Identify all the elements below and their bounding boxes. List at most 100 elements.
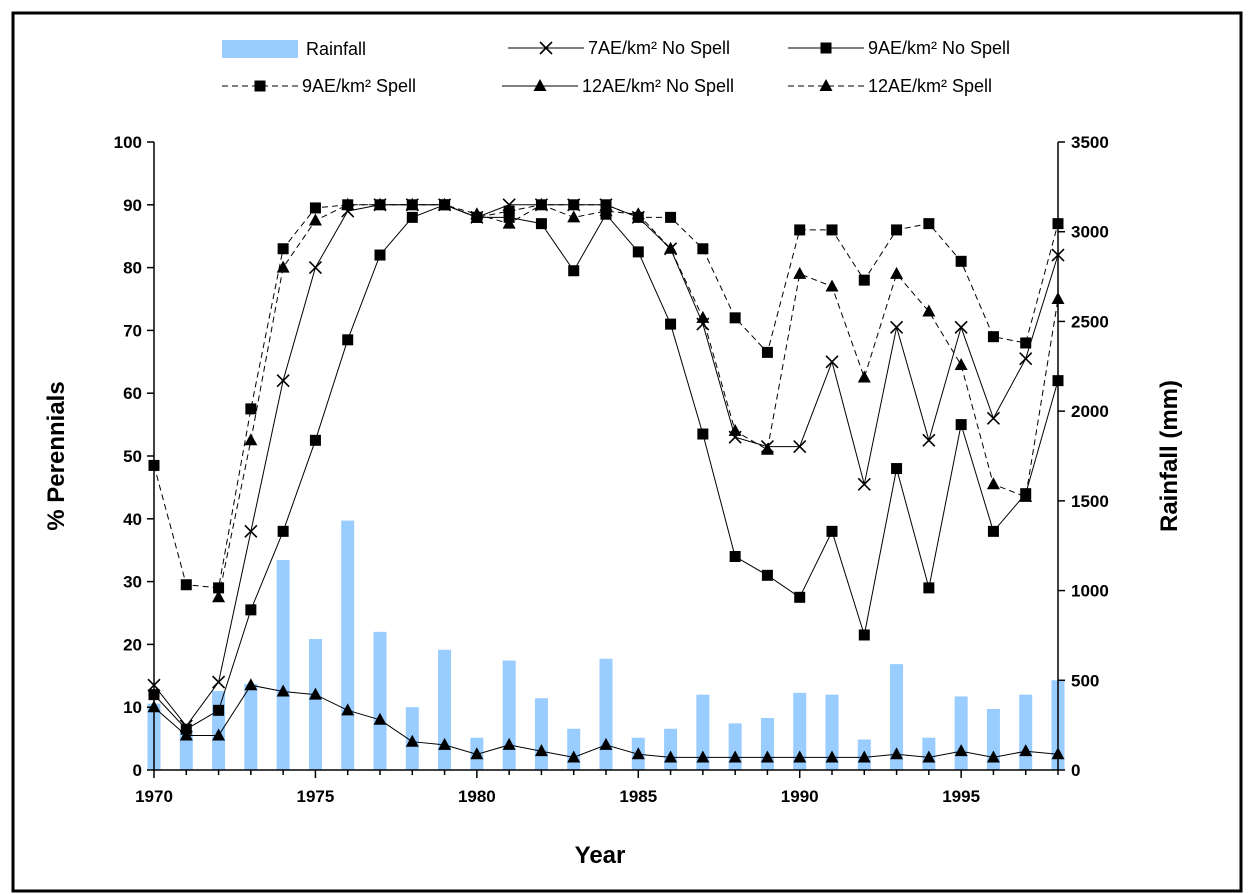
legend-marker bbox=[820, 42, 832, 54]
legend-label: 12AE/km² Spell bbox=[868, 76, 992, 96]
data-point bbox=[631, 207, 645, 220]
rainfall-bars bbox=[147, 520, 1065, 770]
y-left-tick-label: 100 bbox=[114, 133, 142, 152]
data-point bbox=[179, 728, 193, 741]
y-right-tick-label: 3000 bbox=[1071, 223, 1109, 242]
data-point bbox=[954, 357, 968, 370]
rainfall-bar bbox=[373, 631, 387, 770]
data-point bbox=[535, 218, 547, 230]
legend: Rainfall 7AE/km² No Spell 9AE/km² No Spell… bbox=[222, 38, 1010, 96]
x-tick-label: 1975 bbox=[297, 787, 335, 806]
rainfall-bar bbox=[179, 732, 193, 770]
data-point bbox=[276, 260, 290, 273]
data-point bbox=[954, 320, 968, 334]
data-point bbox=[212, 590, 226, 603]
data-point bbox=[470, 747, 484, 760]
ticks: 0102030405060708090100050010001500200025… bbox=[114, 133, 1109, 806]
y-right-tick-label: 2500 bbox=[1071, 312, 1109, 331]
rainfall-bar bbox=[244, 683, 258, 770]
y-left-tick-label: 50 bbox=[123, 447, 142, 466]
y-left-tick-label: 40 bbox=[123, 510, 142, 529]
data-point bbox=[212, 675, 226, 689]
data-point bbox=[309, 434, 321, 446]
data-point bbox=[599, 204, 613, 217]
data-point bbox=[697, 243, 709, 255]
rainfall-bar bbox=[825, 694, 839, 770]
data-point bbox=[857, 750, 871, 763]
data-point bbox=[760, 442, 774, 455]
series-5 bbox=[212, 197, 1065, 603]
legend-label: 9AE/km² No Spell bbox=[868, 38, 1010, 58]
data-point bbox=[922, 433, 936, 447]
y-left-tick-label: 60 bbox=[123, 384, 142, 403]
legend-entry-3: 9AE/km² Spell bbox=[222, 76, 416, 96]
data-point bbox=[213, 582, 225, 594]
data-point bbox=[405, 734, 419, 747]
rainfall-bar bbox=[986, 708, 1000, 770]
rainfall-bar bbox=[696, 694, 710, 770]
data-point bbox=[794, 224, 806, 236]
data-point bbox=[696, 310, 710, 323]
y-right-tick-label: 1500 bbox=[1071, 492, 1109, 511]
data-point bbox=[665, 318, 677, 330]
legend-entry-1: 7AE/km² No Spell bbox=[508, 38, 730, 58]
y-left-tick-label: 90 bbox=[123, 196, 142, 215]
data-point bbox=[696, 750, 710, 763]
data-point bbox=[277, 525, 289, 537]
y-left-tick-label: 70 bbox=[123, 321, 142, 340]
y-right-tick-label: 2000 bbox=[1071, 402, 1109, 421]
rainfall-bar bbox=[664, 728, 678, 770]
rainfall-bar bbox=[534, 698, 548, 770]
x-tick-label: 1985 bbox=[619, 787, 657, 806]
data-point bbox=[825, 355, 839, 369]
data-point bbox=[276, 374, 290, 388]
legend-label: 12AE/km² No Spell bbox=[582, 76, 734, 96]
x-tick-label: 1970 bbox=[135, 787, 173, 806]
data-point bbox=[277, 243, 289, 255]
data-point bbox=[244, 433, 258, 446]
data-point bbox=[502, 216, 516, 229]
data-point bbox=[954, 744, 968, 757]
x-tick-label: 1980 bbox=[458, 787, 496, 806]
data-point bbox=[244, 524, 258, 538]
y-left-tick-label: 80 bbox=[123, 259, 142, 278]
data-point bbox=[826, 224, 838, 236]
data-point bbox=[664, 750, 678, 763]
x-axis-label: Year bbox=[575, 842, 626, 869]
data-point bbox=[568, 265, 580, 277]
data-point bbox=[534, 197, 548, 210]
legend-label: 7AE/km² No Spell bbox=[588, 38, 730, 58]
data-point bbox=[308, 687, 322, 700]
data-point bbox=[1020, 337, 1032, 349]
data-point bbox=[794, 591, 806, 603]
data-point bbox=[664, 241, 678, 254]
series-line bbox=[153, 204, 1059, 589]
y-axis-left-label: % Perennials bbox=[43, 381, 70, 530]
data-point bbox=[212, 728, 226, 741]
data-point bbox=[793, 440, 807, 454]
y-left-tick-label: 0 bbox=[133, 761, 142, 780]
data-point bbox=[599, 737, 613, 750]
legend-label: 9AE/km² Spell bbox=[302, 76, 416, 96]
data-point bbox=[987, 525, 999, 537]
data-point bbox=[793, 266, 807, 279]
y-axis-right-label: Rainfall (mm) bbox=[1156, 380, 1183, 532]
rainfall-bar bbox=[890, 664, 904, 770]
legend-marker bbox=[254, 80, 266, 92]
legend-label: Rainfall bbox=[306, 39, 366, 59]
series-4 bbox=[147, 678, 1065, 763]
data-point bbox=[438, 197, 452, 210]
data-point bbox=[986, 477, 1000, 490]
data-point bbox=[503, 205, 515, 217]
y-left-tick-label: 30 bbox=[123, 573, 142, 592]
data-point bbox=[729, 312, 741, 324]
rainfall-bar bbox=[599, 658, 613, 770]
data-point bbox=[728, 423, 742, 436]
data-point bbox=[891, 224, 903, 236]
y-right-tick-label: 1000 bbox=[1071, 582, 1109, 601]
data-point bbox=[245, 604, 257, 616]
data-point bbox=[534, 744, 548, 757]
data-point bbox=[1019, 352, 1033, 366]
data-point bbox=[923, 582, 935, 594]
